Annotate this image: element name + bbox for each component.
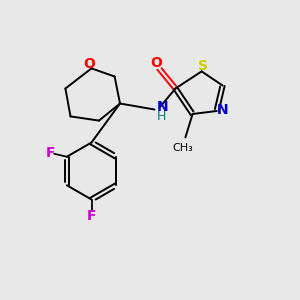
Text: N: N: [157, 100, 169, 114]
Text: F: F: [87, 209, 96, 223]
Text: N: N: [217, 103, 228, 116]
Text: CH₃: CH₃: [172, 143, 194, 153]
Text: O: O: [83, 57, 95, 71]
Text: F: F: [46, 146, 55, 160]
Text: S: S: [198, 59, 208, 73]
Text: O: O: [150, 56, 162, 70]
Text: H: H: [156, 110, 166, 123]
